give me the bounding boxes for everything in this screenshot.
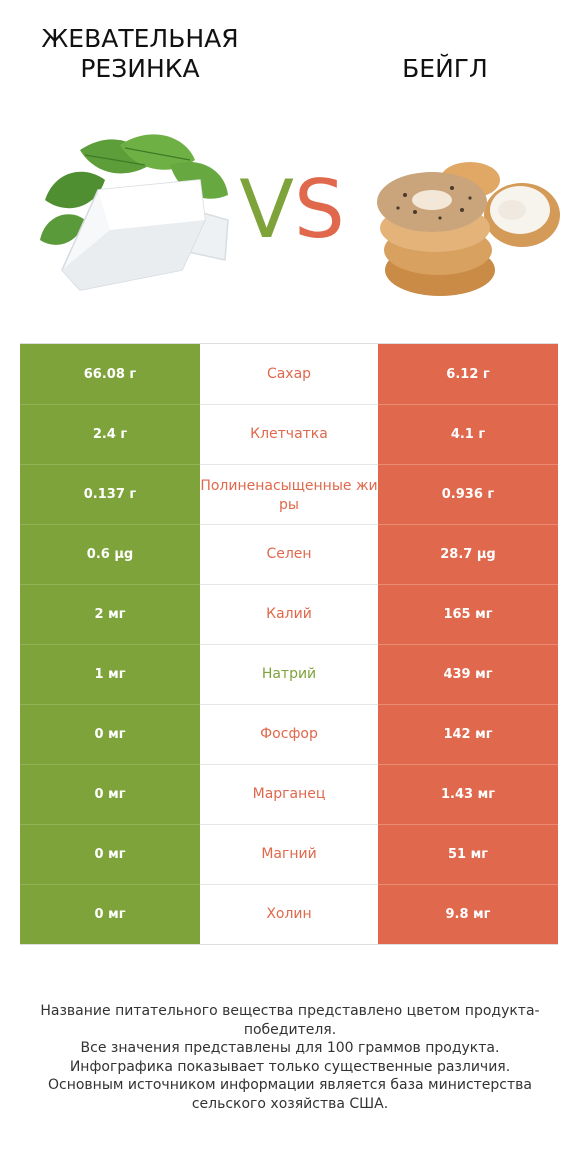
right-value-cell: 0.936 г (378, 464, 558, 524)
nutrient-name-cell: Полиненасыщенные жиры (200, 464, 378, 524)
right-value-cell: 439 мг (378, 644, 558, 704)
footer-line-4: Основным источником информации является … (48, 1077, 532, 1112)
comparison-table: 66.08 г Сахар 6.12 г 2.4 г Клетчатка 4.1 г 0.1… (20, 343, 558, 945)
left-value-cell: 66.08 г (20, 344, 200, 404)
left-value-cell: 0 мг (20, 884, 200, 944)
nutrient-name-cell: Сахар (200, 344, 378, 404)
versus-label: VS (232, 160, 352, 260)
table-row: 0 мг Марганец 1.43 мг (20, 764, 558, 824)
nutrient-name-cell: Фосфор (200, 704, 378, 764)
right-product-title: БЕЙГЛ (402, 54, 488, 83)
left-value-cell: 0 мг (20, 764, 200, 824)
footer-notes: Название питательного вещества представл… (20, 1002, 560, 1113)
nutrient-name-cell: Магний (200, 824, 378, 884)
left-value-cell: 2 мг (20, 584, 200, 644)
table-row: 0 мг Холин 9.8 мг (20, 884, 558, 944)
hero-illustration (40, 134, 560, 296)
table-row: 0.137 г Полиненасыщенные жиры 0.936 г (20, 464, 558, 524)
table-row: 1 мг Натрий 439 мг (20, 644, 558, 704)
nutrient-name-cell: Селен (200, 524, 378, 584)
left-value-cell: 0.137 г (20, 464, 200, 524)
footer-line-2: Все значения представлены для 100 граммо… (80, 1040, 500, 1056)
table-row: 0 мг Магний 51 мг (20, 824, 558, 884)
right-value-cell: 9.8 мг (378, 884, 558, 944)
right-value-cell: 1.43 мг (378, 764, 558, 824)
vs-letter-s: S (293, 163, 345, 256)
nutrient-name-cell: Калий (200, 584, 378, 644)
table-row: 2 мг Калий 165 мг (20, 584, 558, 644)
right-value-cell: 28.7 µg (378, 524, 558, 584)
left-value-cell: 0.6 µg (20, 524, 200, 584)
footer-line-1: Название питательного вещества представл… (40, 1003, 540, 1038)
nutrient-name-cell: Холин (200, 884, 378, 944)
bagel-image (377, 162, 560, 296)
left-value-cell: 0 мг (20, 824, 200, 884)
vs-letter-v: V (239, 163, 294, 256)
right-value-cell: 4.1 г (378, 404, 558, 464)
right-value-cell: 51 мг (378, 824, 558, 884)
nutrient-name-cell: Марганец (200, 764, 378, 824)
right-value-cell: 142 мг (378, 704, 558, 764)
right-value-cell: 165 мг (378, 584, 558, 644)
left-value-cell: 1 мг (20, 644, 200, 704)
left-product-title: ЖЕВАТЕЛЬНАЯ РЕЗИНКА (20, 24, 260, 84)
left-value-cell: 0 мг (20, 704, 200, 764)
left-title-line2: РЕЗИНКА (80, 54, 200, 83)
nutrient-name-cell: Клетчатка (200, 404, 378, 464)
table-row: 2.4 г Клетчатка 4.1 г (20, 404, 558, 464)
left-value-cell: 2.4 г (20, 404, 200, 464)
table-row: 0.6 µg Селен 28.7 µg (20, 524, 558, 584)
chewing-gum-image (40, 134, 229, 291)
table-row: 66.08 г Сахар 6.12 г (20, 344, 558, 404)
left-title-line1: ЖЕВАТЕЛЬНАЯ (41, 24, 239, 53)
nutrient-name-cell: Натрий (200, 644, 378, 704)
table-row: 0 мг Фосфор 142 мг (20, 704, 558, 764)
right-value-cell: 6.12 г (378, 344, 558, 404)
footer-line-3: Инфографика показывает только существенн… (69, 1058, 511, 1075)
